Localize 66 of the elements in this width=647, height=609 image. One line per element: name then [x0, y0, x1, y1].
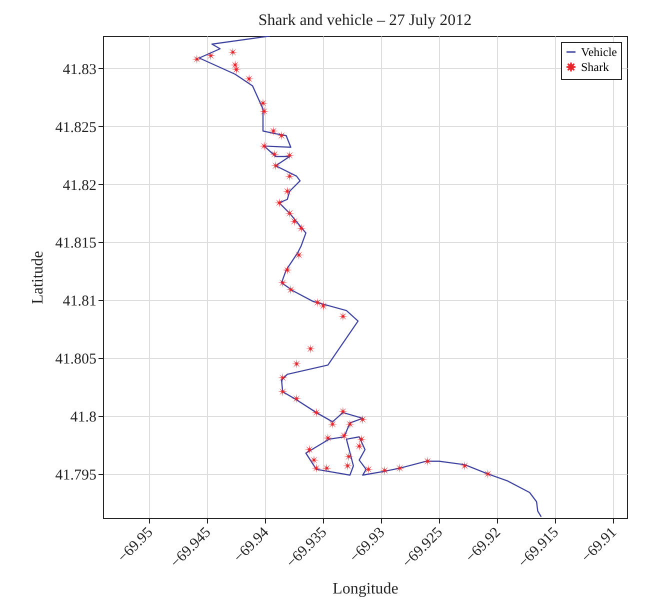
legend-label: Vehicle [581, 45, 617, 59]
point [296, 224, 306, 234]
y-tick-label: 41.805 [55, 352, 96, 368]
point [345, 419, 355, 429]
point [312, 408, 322, 418]
point [268, 126, 278, 136]
point [422, 456, 432, 466]
point [278, 373, 288, 383]
y-tick-label: 41.795 [55, 467, 96, 484]
point [232, 64, 242, 74]
point [354, 441, 364, 451]
point [294, 250, 304, 260]
point [309, 455, 319, 465]
x-axis-title: Longitude [332, 580, 398, 598]
point [344, 452, 354, 462]
point [278, 278, 288, 288]
point [358, 414, 368, 424]
point [282, 265, 292, 275]
point [356, 434, 366, 444]
y-axis-title: Latitude [29, 250, 46, 304]
point [323, 433, 333, 443]
point [342, 461, 352, 471]
point [338, 312, 348, 322]
point [284, 208, 294, 218]
point [270, 161, 280, 171]
point [380, 466, 390, 476]
point [328, 419, 338, 429]
y-tick-label: 41.8 [70, 410, 96, 426]
point [292, 394, 302, 404]
point [395, 463, 405, 473]
point [483, 469, 493, 479]
y-tick-label: 41.815 [55, 236, 96, 252]
point [290, 216, 300, 226]
legend-label: Shark [581, 60, 609, 74]
point [270, 149, 280, 159]
point [259, 106, 269, 116]
point [284, 171, 294, 181]
point [292, 359, 302, 369]
y-tick-label: 41.81 [62, 294, 96, 310]
point [276, 130, 286, 140]
point [318, 301, 328, 311]
point [244, 74, 254, 84]
point [278, 386, 288, 396]
point [312, 463, 322, 473]
y-tick-label: 41.825 [55, 120, 96, 136]
point [312, 298, 322, 308]
point [228, 47, 238, 57]
point [304, 444, 314, 454]
point [259, 141, 269, 151]
point [306, 344, 316, 354]
point [206, 50, 216, 60]
y-tick-label: 41.82 [62, 178, 96, 194]
point [192, 54, 202, 64]
point [364, 464, 374, 474]
point [322, 463, 332, 473]
point [284, 150, 294, 160]
y-tick-label: 41.83 [62, 62, 96, 78]
point [339, 430, 349, 440]
point [286, 285, 296, 294]
point [338, 406, 348, 416]
point [460, 461, 470, 471]
point [230, 60, 240, 70]
chart-title: Shark and vehicle – 27 July 2012 [258, 12, 472, 29]
point [274, 198, 284, 208]
point [282, 186, 292, 196]
point [258, 98, 268, 108]
